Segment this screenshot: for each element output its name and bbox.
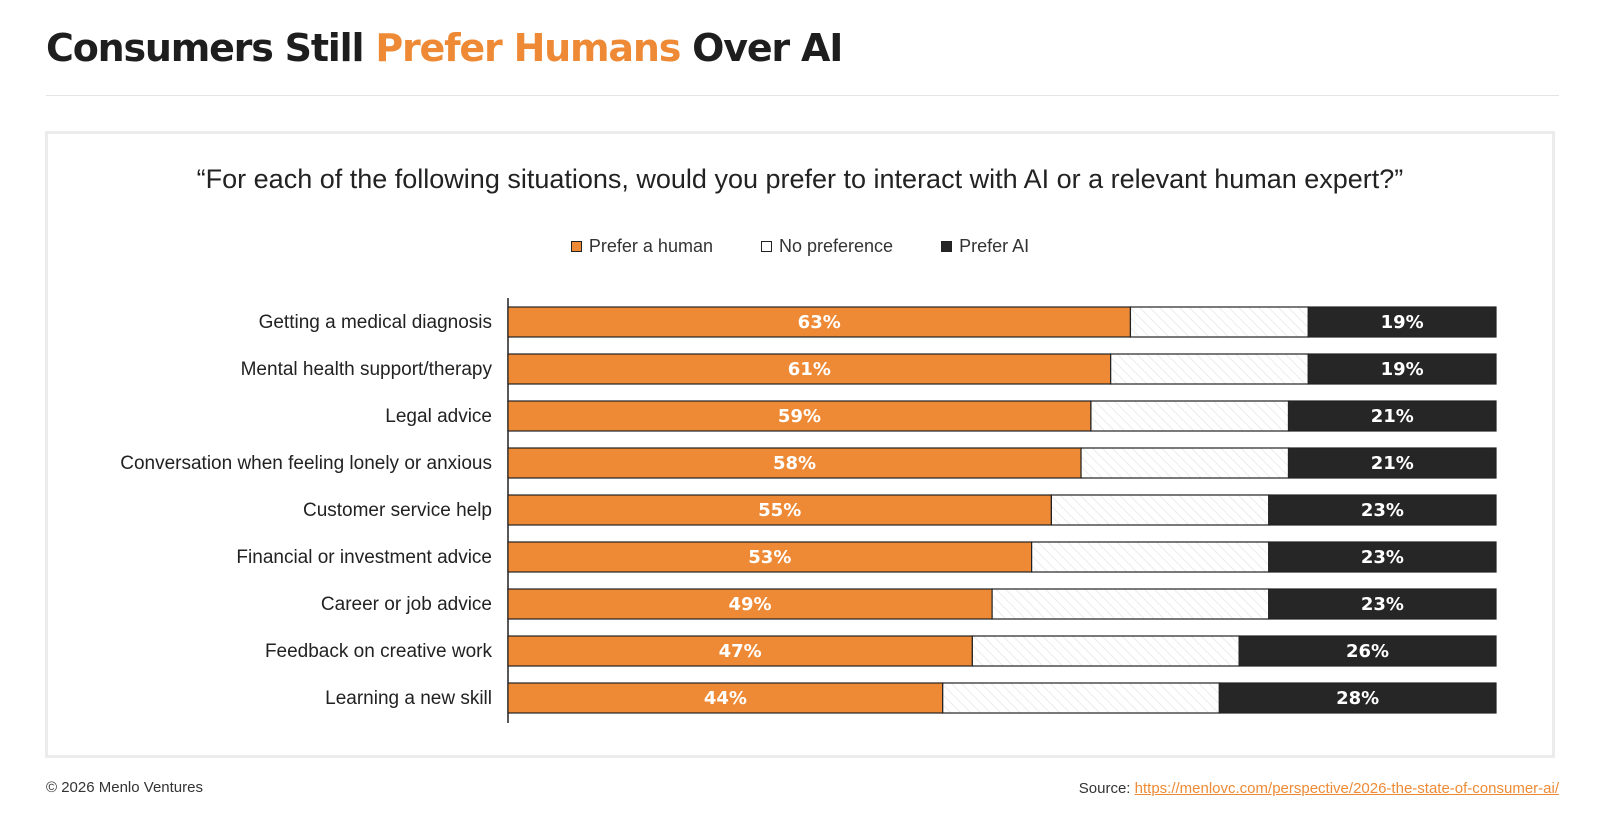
category-label-career-or-job-advice: Career or job advice: [321, 594, 492, 615]
data-label-prefer-a-human-mental-health-support-therapy: 61%: [788, 359, 831, 380]
source-label: Source:: [1078, 780, 1135, 797]
category-label-conversation-when-feeling-lonely-or-anxious: Conversation when feeling lonely or anxi…: [120, 453, 492, 474]
data-label-prefer-a-human-financial-or-investment-advice: 53%: [748, 547, 791, 568]
bar-no-preference-legal-advice: [1090, 400, 1290, 432]
bar-no-preference-customer-service-help: [1050, 494, 1270, 526]
legend-label-prefer-human: Prefer a human: [588, 236, 713, 256]
data-label-prefer-a-human-customer-service-help: 55%: [758, 500, 801, 521]
copyright-text: © 2026 Menlo Ventures: [46, 779, 203, 796]
data-label-prefer-a-human-getting-a-medical-diagnosis: 63%: [798, 312, 841, 333]
page-title: Consumers Still Prefer Humans Over AI: [46, 26, 843, 70]
data-label-prefer-a-human-conversation-when-feeling-lonely-or-anxious: 58%: [773, 453, 816, 474]
data-label-prefer-ai-conversation-when-feeling-lonely-or-anxious: 21%: [1371, 453, 1414, 474]
chart-legend: Prefer a human No preference Prefer AI: [0, 236, 1600, 257]
category-label-mental-health-support-therapy: Mental health support/therapy: [241, 359, 493, 380]
data-label-prefer-a-human-feedback-on-creative-work: 47%: [719, 641, 762, 662]
bar-no-preference-conversation-when-feeling-lonely-or-anxious: [1080, 447, 1290, 479]
bar-no-preference-learning-a-new-skill: [942, 682, 1220, 714]
bar-prefer-a-human-conversation-when-feeling-lonely-or-anxious: [507, 447, 1082, 479]
data-label-prefer-a-human-legal-advice: 59%: [778, 406, 821, 427]
data-label-prefer-ai-feedback-on-creative-work: 26%: [1346, 641, 1389, 662]
chart-question: “For each of the following situations, w…: [196, 164, 1404, 194]
category-label-getting-a-medical-diagnosis: Getting a medical diagnosis: [259, 312, 492, 333]
title-accent: Prefer Humans: [375, 26, 681, 70]
bar-prefer-ai-customer-service-help: [1268, 494, 1497, 526]
bar-prefer-ai-getting-a-medical-diagnosis: [1307, 306, 1497, 338]
bar-prefer-ai-career-or-job-advice: [1268, 588, 1497, 620]
category-label-customer-service-help: Customer service help: [303, 500, 492, 521]
legend-swatch-prefer-ai: [941, 241, 953, 252]
category-label-financial-or-investment-advice: Financial or investment advice: [236, 547, 492, 568]
legend-label-no-preference: No preference: [778, 236, 894, 256]
bar-no-preference-mental-health-support-therapy: [1110, 353, 1309, 385]
legend-swatch-no-preference: [760, 241, 772, 252]
legend-item-prefer-ai: Prefer AI: [941, 236, 1029, 257]
bar-prefer-ai-learning-a-new-skill: [1218, 682, 1497, 714]
bar-prefer-ai-mental-health-support-therapy: [1307, 353, 1497, 385]
title-divider: [46, 95, 1559, 96]
bar-prefer-ai-legal-advice: [1287, 400, 1497, 432]
data-label-prefer-ai-getting-a-medical-diagnosis: 19%: [1381, 312, 1424, 333]
bar-prefer-ai-feedback-on-creative-work: [1238, 635, 1497, 667]
legend-label-prefer-ai: Prefer AI: [959, 236, 1030, 256]
bar-prefer-ai-conversation-when-feeling-lonely-or-anxious: [1287, 447, 1497, 479]
bar-no-preference-financial-or-investment-advice: [1031, 541, 1270, 573]
data-label-prefer-ai-career-or-job-advice: 23%: [1361, 594, 1404, 615]
data-label-prefer-ai-customer-service-help: 23%: [1361, 500, 1404, 521]
legend-item-no-preference: No preference: [760, 236, 894, 257]
bar-prefer-a-human-customer-service-help: [507, 494, 1053, 526]
bar-no-preference-getting-a-medical-diagnosis: [1129, 306, 1309, 338]
bar-no-preference-feedback-on-creative-work: [971, 635, 1240, 667]
legend-item-prefer-human: Prefer a human: [570, 236, 713, 257]
bar-prefer-a-human-career-or-job-advice: [507, 588, 993, 620]
bar-prefer-a-human-getting-a-medical-diagnosis: [507, 306, 1132, 338]
legend-swatch-prefer-human: [570, 241, 582, 252]
bar-prefer-ai-financial-or-investment-advice: [1268, 541, 1497, 573]
bar-no-preference-career-or-job-advice: [991, 588, 1270, 620]
data-label-prefer-ai-learning-a-new-skill: 28%: [1336, 688, 1379, 709]
bar-prefer-a-human-legal-advice: [507, 400, 1092, 432]
category-label-learning-a-new-skill: Learning a new skill: [325, 688, 492, 709]
data-label-prefer-ai-financial-or-investment-advice: 23%: [1361, 547, 1404, 568]
source-link[interactable]: https://menlovc.com/perspective/2026-the…: [1134, 780, 1559, 797]
title-part-2: Over AI: [680, 26, 843, 70]
source-line: Source: https://menlovc.com/perspective/…: [1079, 780, 1559, 797]
data-label-prefer-ai-legal-advice: 21%: [1371, 406, 1414, 427]
bar-prefer-a-human-mental-health-support-therapy: [507, 353, 1112, 385]
data-label-prefer-a-human-career-or-job-advice: 49%: [729, 594, 772, 615]
title-part-1: Consumers Still: [46, 26, 376, 70]
data-label-prefer-ai-mental-health-support-therapy: 19%: [1381, 359, 1424, 380]
category-label-feedback-on-creative-work: Feedback on creative work: [265, 641, 493, 662]
data-label-prefer-a-human-learning-a-new-skill: 44%: [704, 688, 747, 709]
category-label-legal-advice: Legal advice: [385, 406, 492, 427]
